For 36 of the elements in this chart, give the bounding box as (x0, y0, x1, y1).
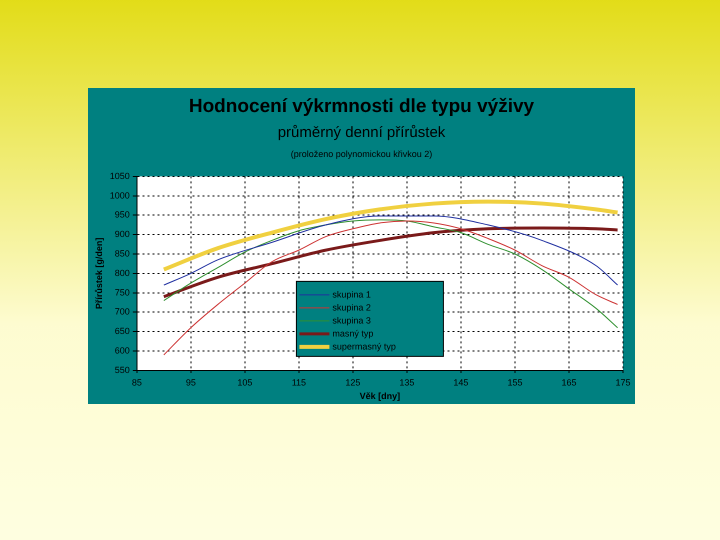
y-axis-title: Přírůstek [g/den] (94, 238, 104, 310)
y-tick-label: 600 (114, 345, 130, 356)
y-tick-label: 700 (114, 306, 130, 317)
x-tick-label: 85 (132, 377, 142, 388)
x-tick-label: 155 (507, 377, 522, 388)
y-tick-label: 800 (114, 268, 130, 278)
x-tick-label: 135 (399, 377, 414, 388)
y-tick-label: 950 (114, 210, 130, 220)
x-tick-label: 175 (615, 377, 631, 388)
y-tick-label: 1000 (110, 190, 130, 200)
line-series (163, 215, 618, 286)
text: (proloženo polynomickou křivkou 2) (290, 149, 434, 159)
x-axis-title: Věk [dny] (360, 391, 400, 402)
line-series (163, 220, 618, 356)
x-tick-label: 95 (186, 377, 196, 388)
y-tick-label: 650 (114, 326, 130, 336)
legend-label: skupina 1 (332, 289, 371, 300)
legend-label: supermasný typ (332, 341, 396, 352)
y-tick-label: 550 (114, 364, 130, 375)
x-tick-label: 125 (345, 377, 360, 388)
y-tick-label: 750 (114, 287, 130, 298)
legend-label: skupina 3 (332, 315, 371, 326)
chart-title: Hodnocení výkrmnosti dle typu výživy (188, 96, 536, 118)
x-tick-label: 165 (561, 377, 576, 388)
y-tick-label: 1050 (110, 170, 130, 181)
chart-subtitle: průměrný denní přírůstek (276, 124, 446, 141)
x-tick-label: 105 (237, 377, 252, 388)
legend-label: masný typ (332, 328, 374, 338)
x-tick-label: 145 (453, 377, 468, 388)
line-series (162, 226, 620, 298)
legend-label: skupina 2 (332, 302, 371, 312)
y-tick-label: 900 (114, 229, 130, 240)
y-tick-label: 850 (114, 248, 130, 258)
line-series (162, 200, 620, 272)
line-series (163, 219, 618, 328)
x-tick-label: 115 (292, 377, 306, 388)
